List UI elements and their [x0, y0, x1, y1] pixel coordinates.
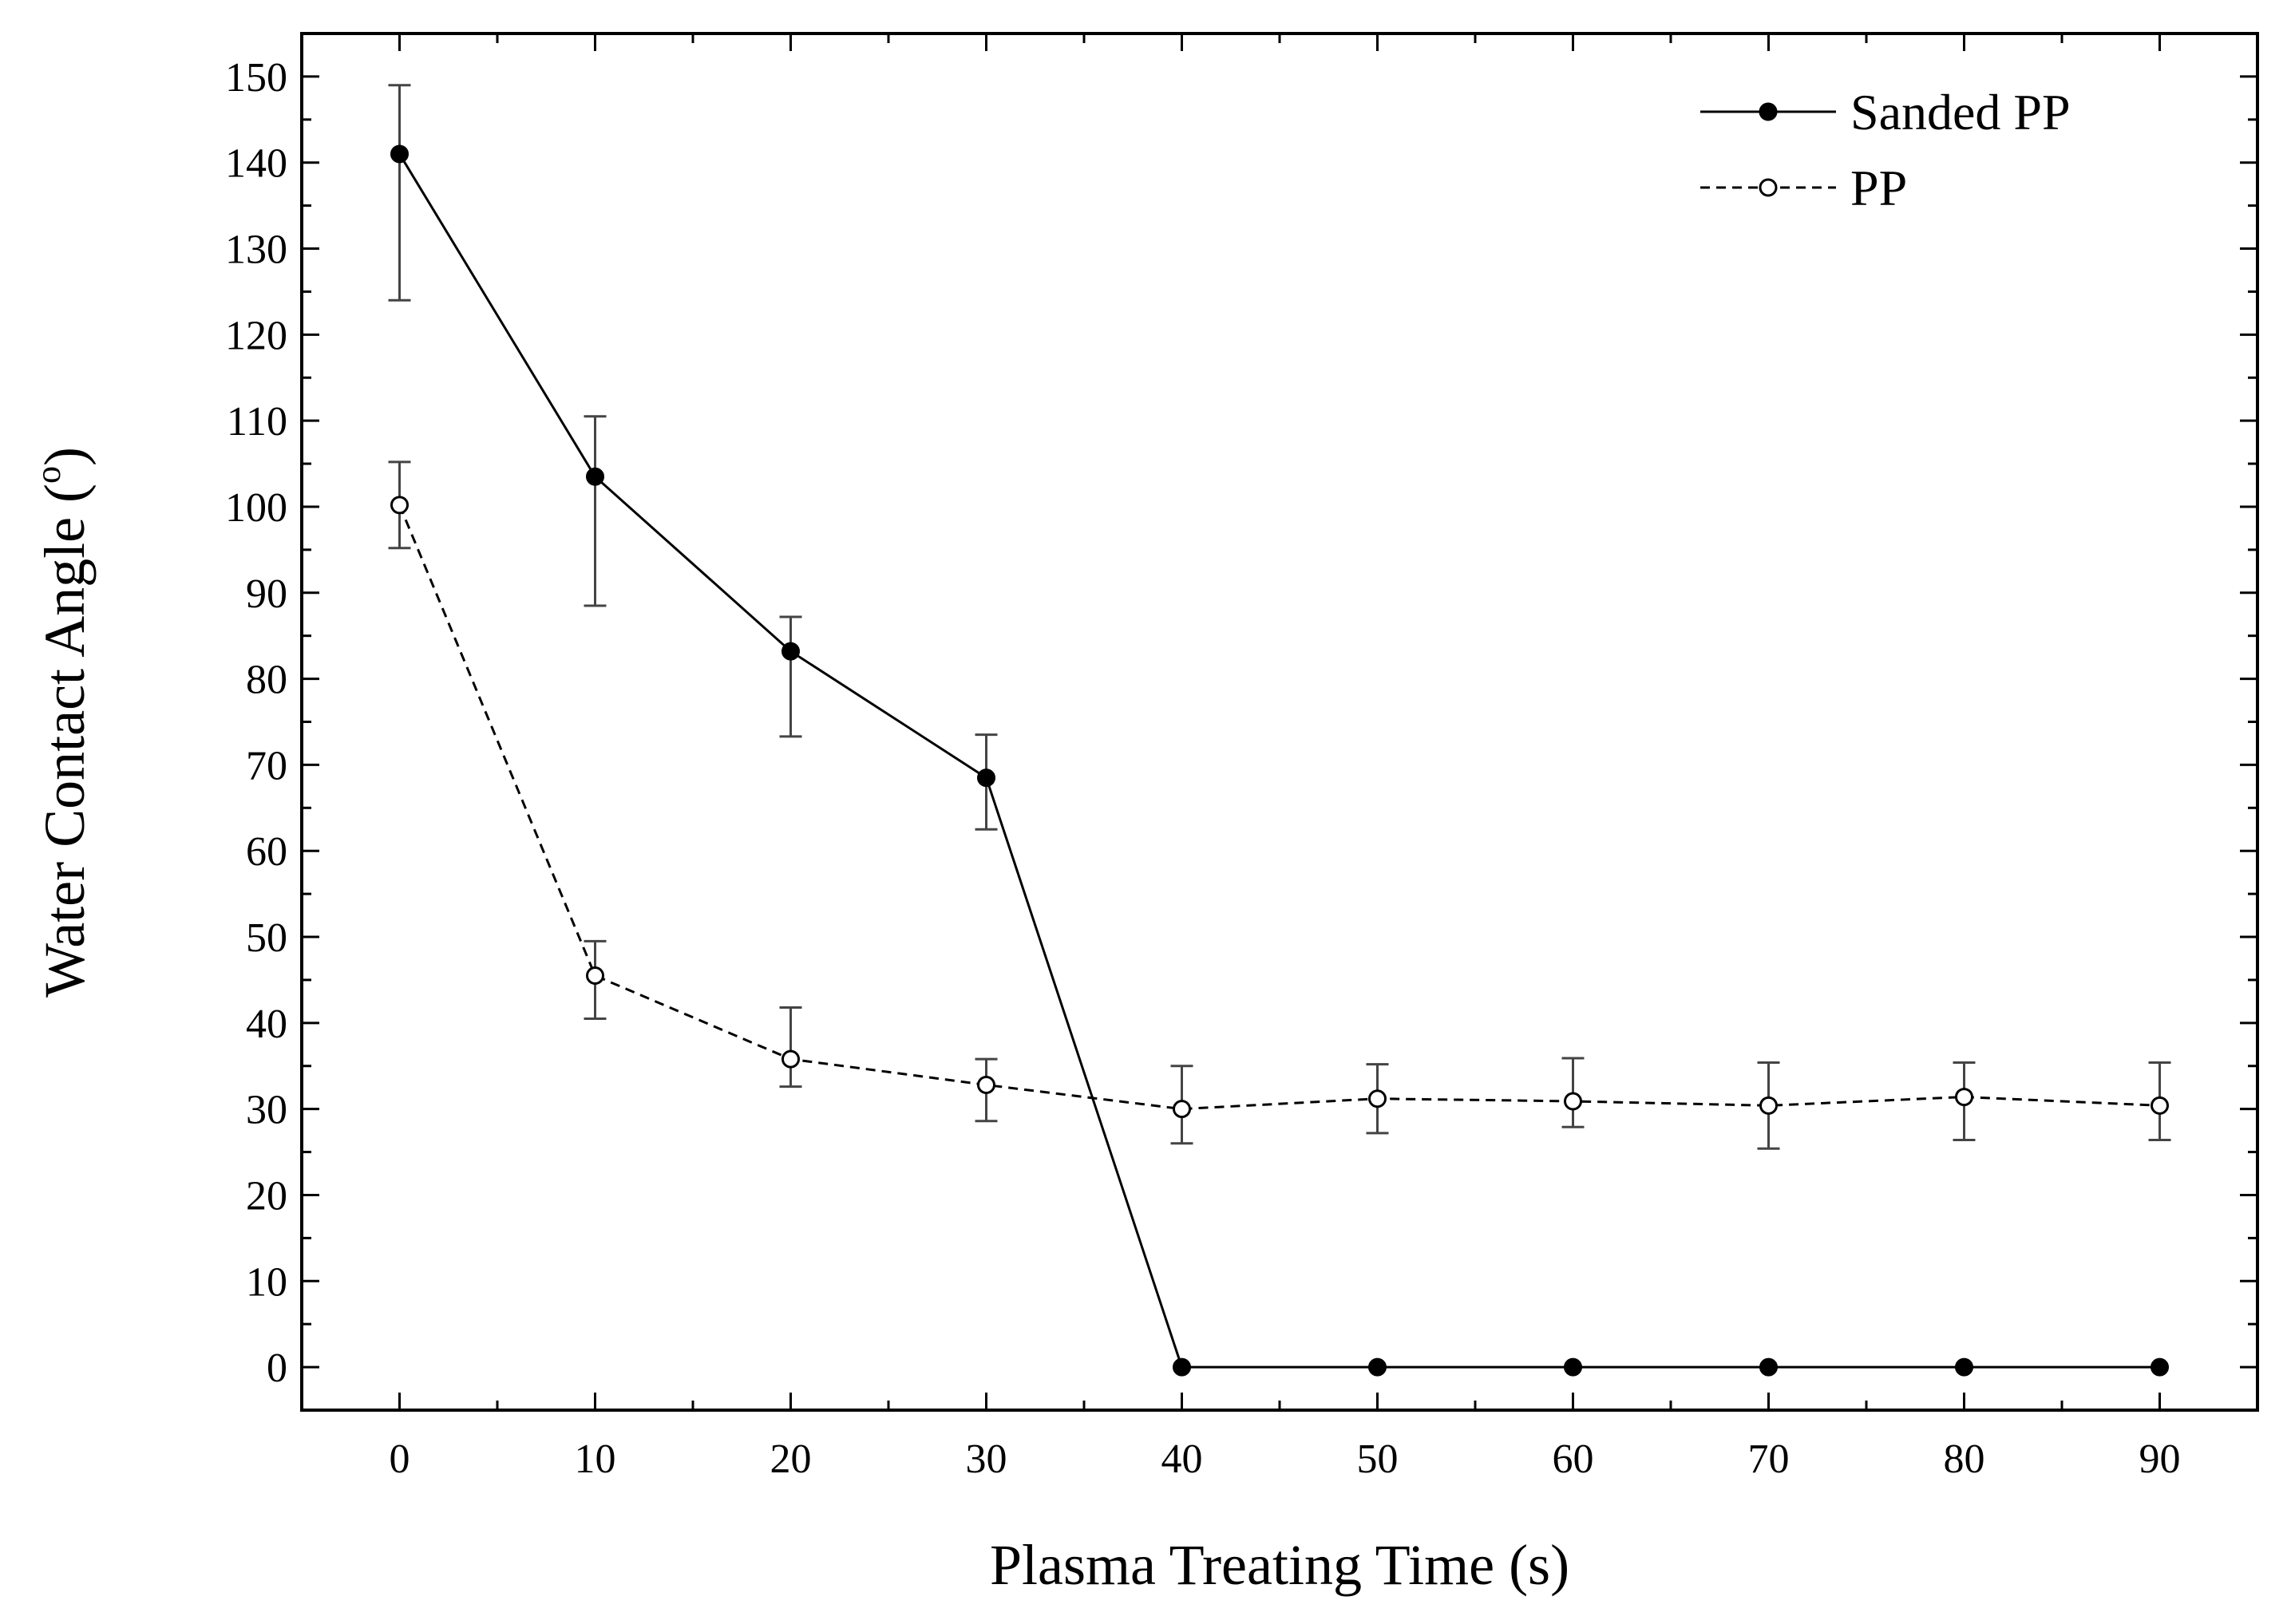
y-axis-title: Water Contact Angle (o) [29, 447, 97, 998]
y-tick-label: 80 [246, 658, 287, 703]
x-tick-labels: 0 10 20 30 40 50 60 70 80 90 [390, 1436, 2181, 1482]
series-line-pp [398, 504, 2160, 1111]
y-tick-label: 120 [225, 313, 287, 358]
y-tick-labels: 0 10 20 30 40 50 60 70 80 90 100 110 120 130 140 150 [225, 55, 287, 1391]
data-point-pp [1564, 1092, 1582, 1111]
x-tick-label: 10 [575, 1436, 616, 1482]
data-point-pp [781, 1049, 800, 1069]
data-point-sanded-pp [2151, 1357, 2169, 1377]
y-tick-label: 60 [246, 829, 287, 875]
legend-marker-sanded-pp [1759, 102, 1778, 121]
x-tick-label: 60 [1553, 1436, 1594, 1482]
data-point-sanded-pp [390, 144, 409, 164]
y-tick-label: 0 [267, 1345, 287, 1391]
data-point-sanded-pp [1368, 1357, 1387, 1377]
y-tick-label: 130 [225, 227, 287, 273]
data-point-pp [390, 496, 409, 515]
x-tick-label: 40 [1161, 1436, 1203, 1482]
series-line-sanded-pp [398, 153, 2160, 1369]
x-tick-label: 30 [966, 1436, 1007, 1482]
x-tick-label: 70 [1748, 1436, 1790, 1482]
data-point-sanded-pp [1759, 1357, 1778, 1377]
legend-label-sanded-pp: Sanded PP [1850, 84, 2071, 140]
data-point-sanded-pp [781, 642, 800, 661]
legend-marker-pp [1759, 178, 1778, 197]
data-point-pp [977, 1075, 995, 1094]
x-tick-label: 20 [770, 1436, 812, 1482]
y-tick-label: 50 [246, 915, 287, 961]
y-axis-title-tail: ) [33, 447, 97, 466]
y-tick-label: 10 [246, 1259, 287, 1305]
series-sanded-pp [388, 84, 2169, 1377]
axis-ticks [302, 34, 2257, 1410]
data-point-pp [2151, 1096, 2169, 1115]
y-tick-label: 40 [246, 1002, 287, 1047]
legend: Sanded PP PP [1700, 84, 2071, 216]
x-tick-label: 0 [390, 1436, 410, 1482]
y-axis-title-superscript: o [29, 466, 68, 484]
data-point-pp [1368, 1089, 1387, 1108]
data-point-sanded-pp [977, 769, 995, 788]
x-axis-title: Plasma Treating Time (s) [990, 1533, 1569, 1597]
y-tick-label: 150 [225, 55, 287, 101]
y-tick-label: 110 [227, 399, 287, 445]
series-pp [388, 460, 2171, 1150]
data-point-pp [1955, 1088, 1973, 1107]
series-layer [388, 84, 2171, 1377]
y-tick-label: 70 [246, 743, 287, 788]
plot-frame [300, 32, 2259, 1412]
y-tick-label: 140 [225, 141, 287, 187]
data-point-sanded-pp [1173, 1357, 1191, 1377]
y-tick-label: 20 [246, 1173, 287, 1219]
data-point-pp [1759, 1096, 1778, 1115]
y-tick-label: 90 [246, 571, 287, 617]
data-point-sanded-pp [1955, 1357, 1973, 1377]
y-tick-label: 100 [225, 485, 287, 531]
data-point-pp [1173, 1100, 1191, 1119]
x-tick-label: 80 [1944, 1436, 1985, 1482]
legend-label-pp: PP [1850, 160, 1907, 216]
x-tick-label: 50 [1357, 1436, 1399, 1482]
data-point-sanded-pp [1564, 1357, 1582, 1377]
y-axis-title-main: Water Contact Angle ( [33, 484, 97, 998]
y-tick-label: 30 [246, 1088, 287, 1133]
x-tick-label: 90 [2139, 1436, 2181, 1482]
data-point-pp [586, 966, 604, 986]
data-point-sanded-pp [586, 467, 604, 486]
